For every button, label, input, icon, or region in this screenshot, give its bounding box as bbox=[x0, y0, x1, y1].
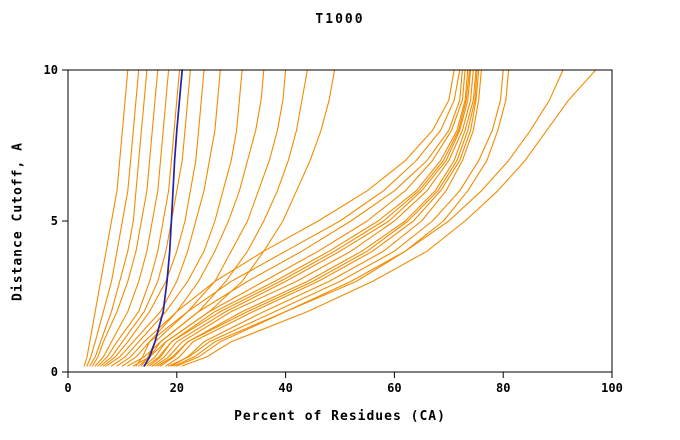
series-model-02 bbox=[86, 69, 140, 367]
series-model-17 bbox=[149, 69, 469, 367]
x-tick-label: 20 bbox=[170, 381, 184, 395]
series-model-06 bbox=[97, 69, 181, 367]
series-model-04 bbox=[91, 69, 159, 367]
series-model-10 bbox=[110, 69, 243, 367]
y-axis-label: Distance Cutoff, A bbox=[10, 142, 26, 301]
x-tick-label: 60 bbox=[387, 381, 401, 395]
series-model-03 bbox=[89, 69, 148, 367]
y-tick-label: 5 bbox=[51, 214, 58, 228]
chart-title: T1000 bbox=[315, 12, 365, 27]
series-model-21 bbox=[165, 69, 480, 367]
series-model-09 bbox=[105, 69, 221, 367]
y-tick-label: 0 bbox=[51, 365, 58, 379]
series-model-05 bbox=[94, 69, 170, 367]
series-model-11 bbox=[116, 69, 265, 367]
series-model-23 bbox=[146, 69, 471, 367]
series-model-22 bbox=[170, 69, 482, 367]
series-model-12 bbox=[121, 69, 287, 367]
series-model-30 bbox=[173, 69, 564, 367]
x-tick-label: 40 bbox=[278, 381, 292, 395]
series-model-13 bbox=[127, 69, 308, 367]
series-model-19 bbox=[154, 69, 474, 367]
series-model-24 bbox=[157, 69, 478, 367]
series-reference bbox=[143, 69, 184, 367]
series-model-07 bbox=[100, 69, 191, 367]
x-tick-label: 80 bbox=[496, 381, 510, 395]
series-model-25 bbox=[140, 69, 461, 367]
series-model-15 bbox=[138, 69, 463, 367]
series-model-20 bbox=[159, 69, 477, 367]
x-axis-label: Percent of Residues (CA) bbox=[234, 409, 446, 424]
series-model-26 bbox=[135, 69, 455, 367]
series-model-16 bbox=[143, 69, 466, 367]
series-model-28 bbox=[176, 69, 510, 367]
series-model-14 bbox=[132, 69, 336, 367]
y-tick-label: 10 bbox=[44, 63, 58, 77]
series-model-08 bbox=[102, 69, 205, 367]
series-model-27 bbox=[168, 69, 504, 367]
x-tick-label: 0 bbox=[64, 381, 71, 395]
series-model-01 bbox=[83, 69, 129, 367]
x-tick-label: 100 bbox=[601, 381, 623, 395]
series-model-29 bbox=[181, 69, 597, 367]
series-model-18 bbox=[151, 69, 472, 367]
